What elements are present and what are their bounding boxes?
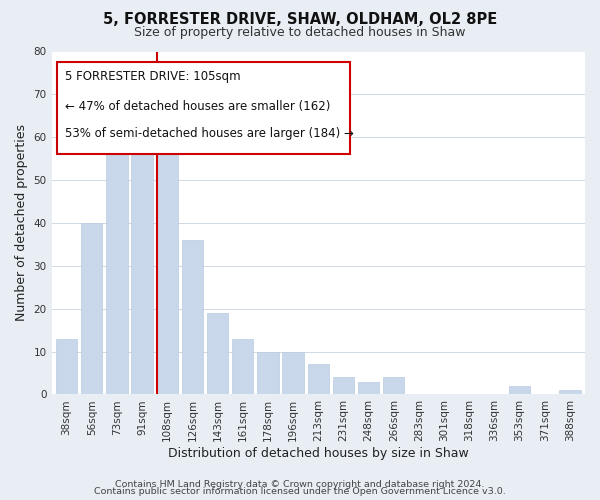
Bar bbox=[81, 223, 103, 394]
Bar bbox=[182, 240, 203, 394]
Bar bbox=[257, 352, 278, 395]
Bar bbox=[106, 124, 128, 394]
Text: Size of property relative to detached houses in Shaw: Size of property relative to detached ho… bbox=[134, 26, 466, 39]
Bar bbox=[283, 352, 304, 395]
Y-axis label: Number of detached properties: Number of detached properties bbox=[15, 124, 28, 322]
FancyBboxPatch shape bbox=[57, 62, 350, 154]
Bar bbox=[308, 364, 329, 394]
Bar bbox=[207, 313, 229, 394]
X-axis label: Distribution of detached houses by size in Shaw: Distribution of detached houses by size … bbox=[168, 447, 469, 460]
Text: Contains public sector information licensed under the Open Government Licence v3: Contains public sector information licen… bbox=[94, 488, 506, 496]
Text: ← 47% of detached houses are smaller (162): ← 47% of detached houses are smaller (16… bbox=[65, 100, 330, 112]
Bar bbox=[56, 338, 77, 394]
Text: 5 FORRESTER DRIVE: 105sqm: 5 FORRESTER DRIVE: 105sqm bbox=[65, 70, 241, 84]
Text: 5, FORRESTER DRIVE, SHAW, OLDHAM, OL2 8PE: 5, FORRESTER DRIVE, SHAW, OLDHAM, OL2 8P… bbox=[103, 12, 497, 28]
Bar bbox=[358, 382, 379, 394]
Bar bbox=[333, 378, 354, 394]
Text: 53% of semi-detached houses are larger (184) →: 53% of semi-detached houses are larger (… bbox=[65, 127, 354, 140]
Bar bbox=[383, 378, 404, 394]
Text: Contains HM Land Registry data © Crown copyright and database right 2024.: Contains HM Land Registry data © Crown c… bbox=[115, 480, 485, 489]
Bar bbox=[157, 120, 178, 394]
Bar bbox=[232, 338, 253, 394]
Bar bbox=[509, 386, 530, 394]
Bar bbox=[559, 390, 581, 394]
Bar bbox=[131, 137, 153, 394]
